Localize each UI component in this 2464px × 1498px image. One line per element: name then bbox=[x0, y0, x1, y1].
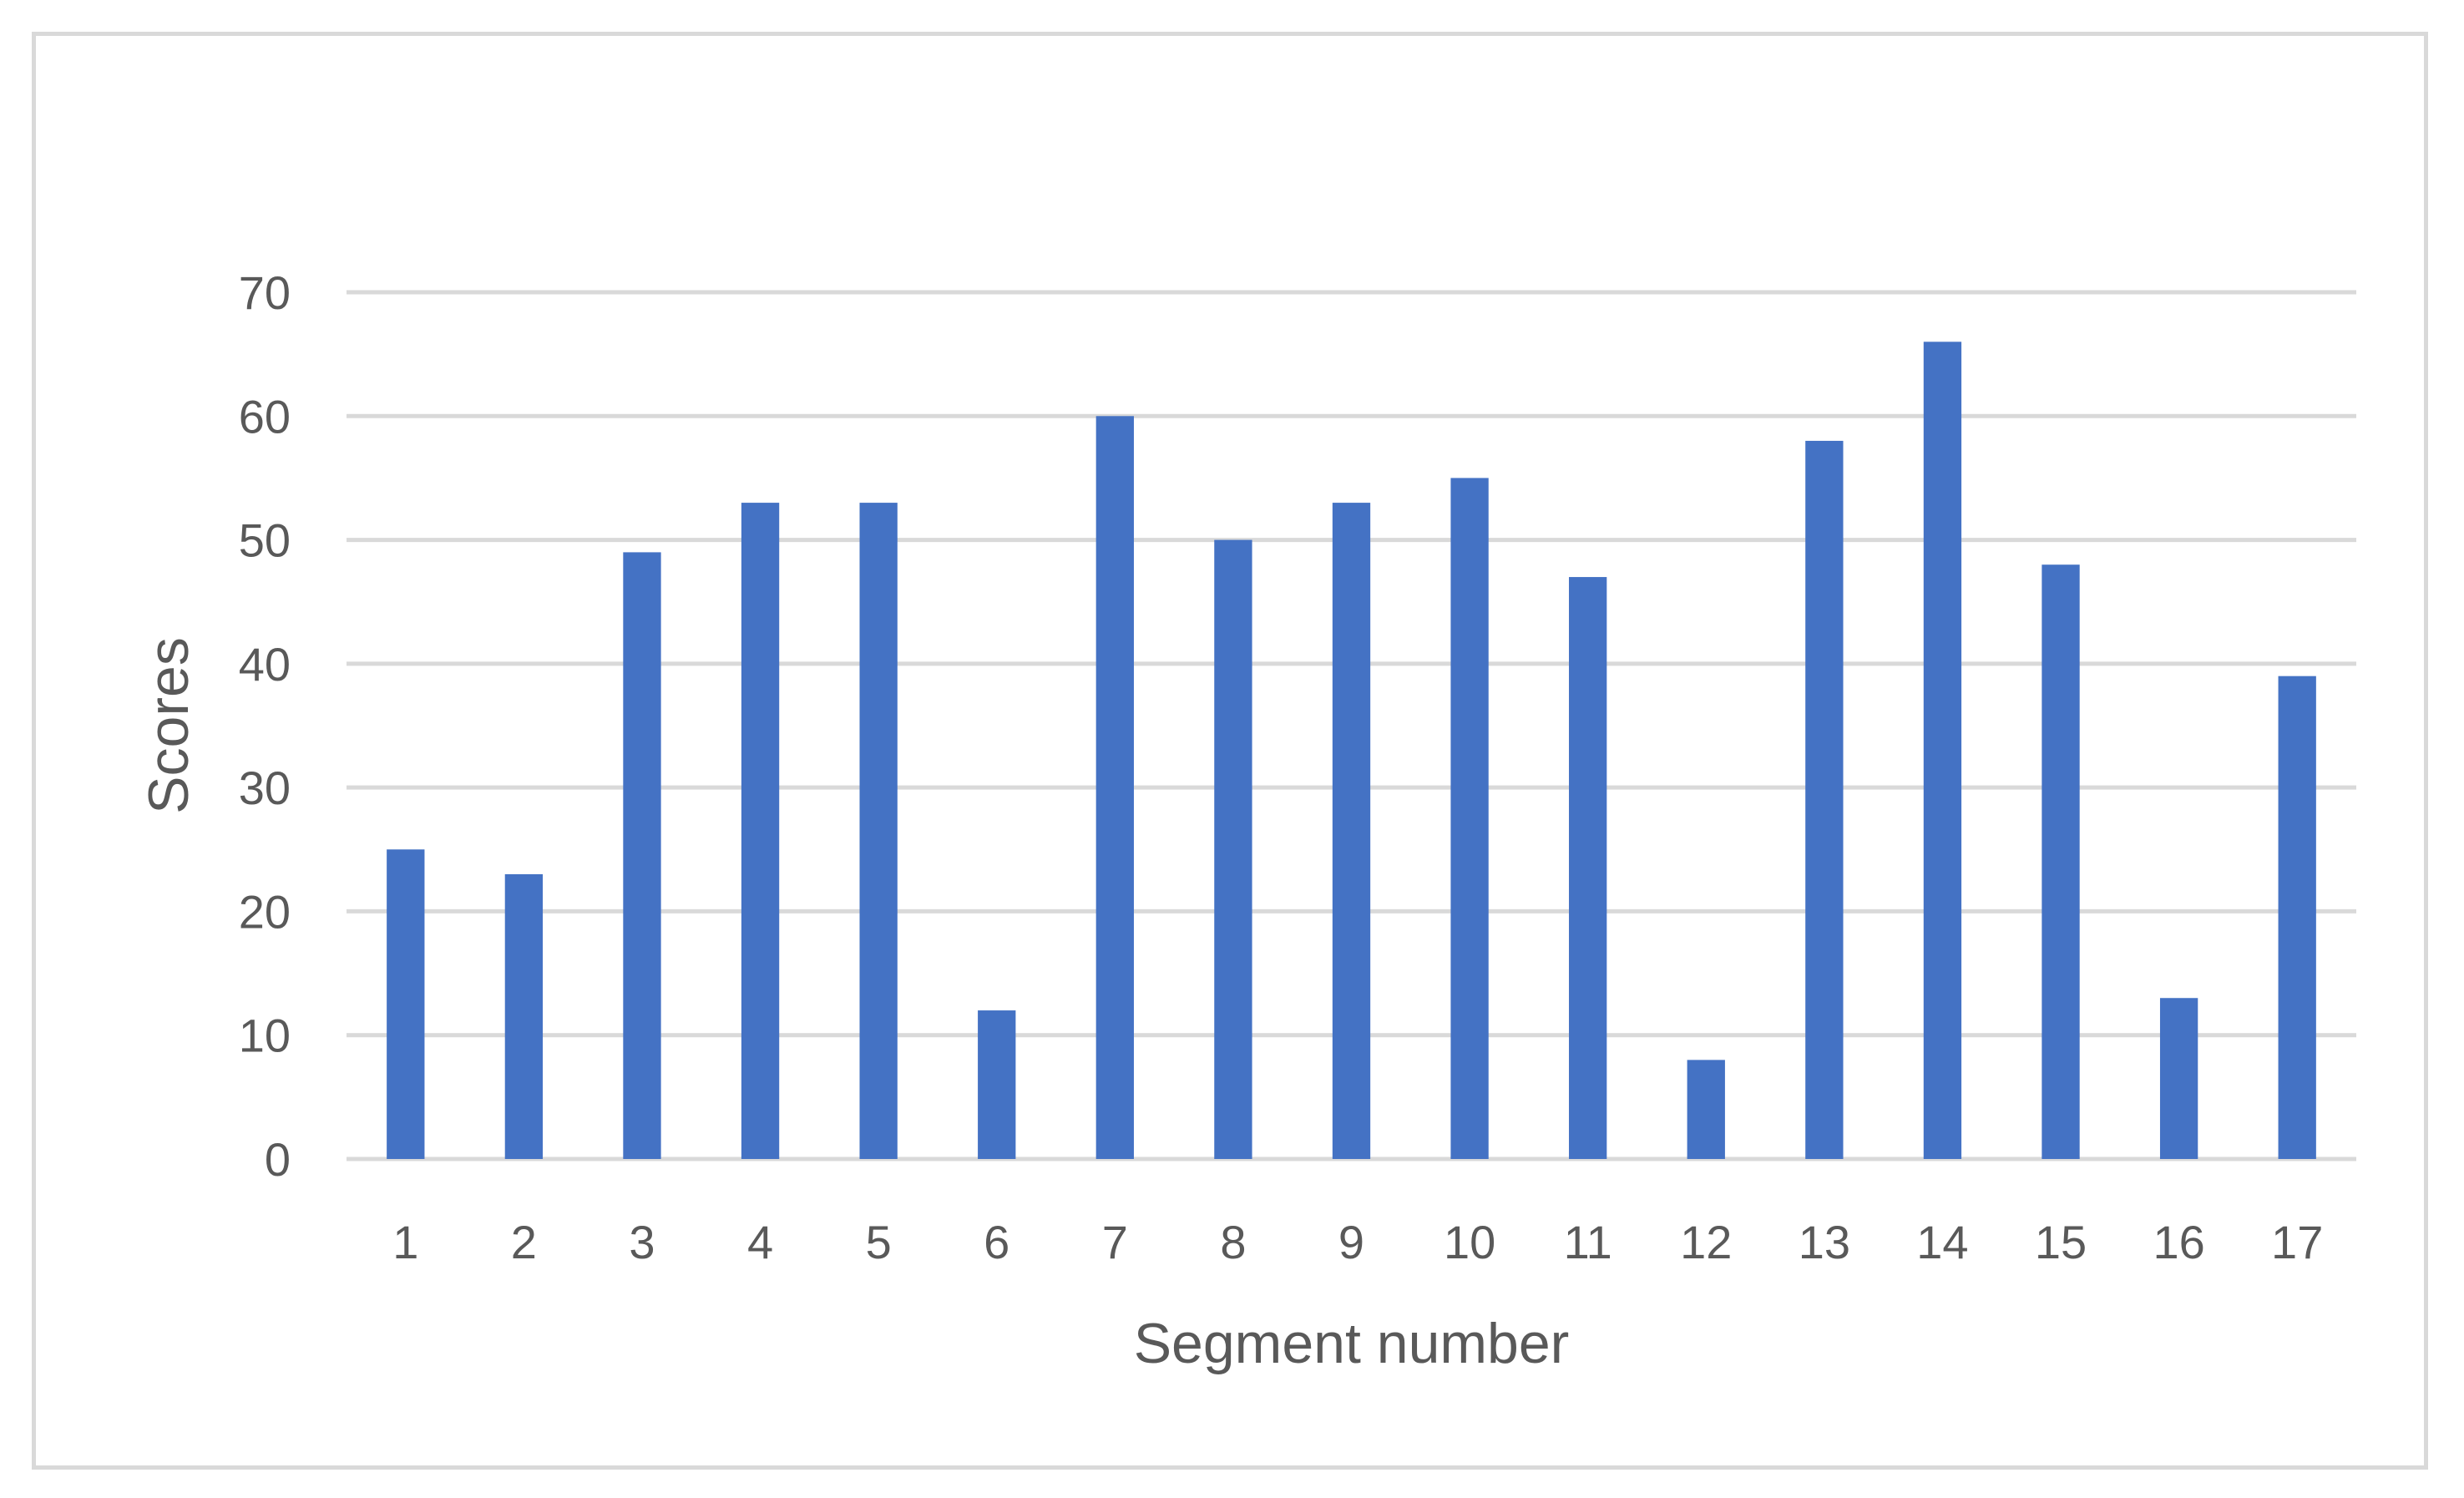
x-tick-label: 2 bbox=[511, 1216, 537, 1268]
y-tick-label: 20 bbox=[239, 885, 291, 938]
bar-segment-1 bbox=[387, 849, 425, 1159]
x-tick-label: 8 bbox=[1220, 1216, 1246, 1268]
bar-segment-8 bbox=[1214, 539, 1252, 1159]
bar-segment-6 bbox=[978, 1010, 1016, 1159]
x-tick-label: 12 bbox=[1680, 1216, 1732, 1268]
y-tick-label: 60 bbox=[239, 390, 291, 443]
bar-segment-4 bbox=[741, 503, 780, 1159]
y-tick-labels: 0 10 20 30 40 50 60 70 bbox=[239, 266, 291, 1186]
x-tick-labels: 1 2 3 4 5 6 7 8 9 10 11 12 13 14 15 16 17 bbox=[392, 1216, 2323, 1268]
bar-segment-3 bbox=[623, 552, 661, 1159]
bar-segment-2 bbox=[504, 873, 544, 1159]
x-tick-label: 10 bbox=[1444, 1216, 1495, 1268]
y-tick-label: 30 bbox=[239, 762, 291, 814]
bar-segment-10 bbox=[1450, 478, 1489, 1159]
x-tick-label: 17 bbox=[2271, 1216, 2323, 1268]
bar-segment-16 bbox=[2159, 998, 2198, 1159]
x-tick-label: 14 bbox=[1916, 1216, 1968, 1268]
x-tick-label: 5 bbox=[866, 1216, 892, 1268]
bar-segment-12 bbox=[1687, 1060, 1725, 1159]
y-tick-label: 70 bbox=[239, 266, 291, 319]
x-tick-label: 9 bbox=[1338, 1216, 1364, 1268]
x-tick-label: 6 bbox=[984, 1216, 1009, 1268]
y-tick-label: 10 bbox=[239, 1010, 291, 1062]
y-axis-title: Scores bbox=[137, 637, 200, 814]
bar-segment-15 bbox=[2042, 564, 2080, 1159]
bar-segment-14 bbox=[1923, 342, 1962, 1159]
x-tick-label: 11 bbox=[1564, 1216, 1612, 1268]
bar-segment-13 bbox=[1805, 440, 1844, 1159]
bar-segment-9 bbox=[1332, 503, 1371, 1159]
x-axis-title: Segment number bbox=[1134, 1312, 1570, 1375]
bar-segment-11 bbox=[1569, 577, 1607, 1159]
x-tick-label: 3 bbox=[629, 1216, 655, 1268]
x-tick-label: 16 bbox=[2153, 1216, 2204, 1268]
y-tick-label: 40 bbox=[239, 638, 291, 691]
y-tick-label: 50 bbox=[239, 514, 291, 567]
x-tick-label: 13 bbox=[1799, 1216, 1850, 1268]
y-tick-label: 0 bbox=[265, 1133, 291, 1186]
x-tick-label: 4 bbox=[747, 1216, 773, 1268]
x-tick-label: 15 bbox=[2035, 1216, 2087, 1268]
bar-segment-7 bbox=[1095, 416, 1134, 1159]
x-tick-label: 7 bbox=[1102, 1216, 1128, 1268]
bar-segment-5 bbox=[859, 503, 898, 1159]
x-tick-label: 1 bbox=[392, 1216, 418, 1268]
bars-layer bbox=[387, 342, 2316, 1159]
bar-segment-17 bbox=[2278, 676, 2316, 1159]
